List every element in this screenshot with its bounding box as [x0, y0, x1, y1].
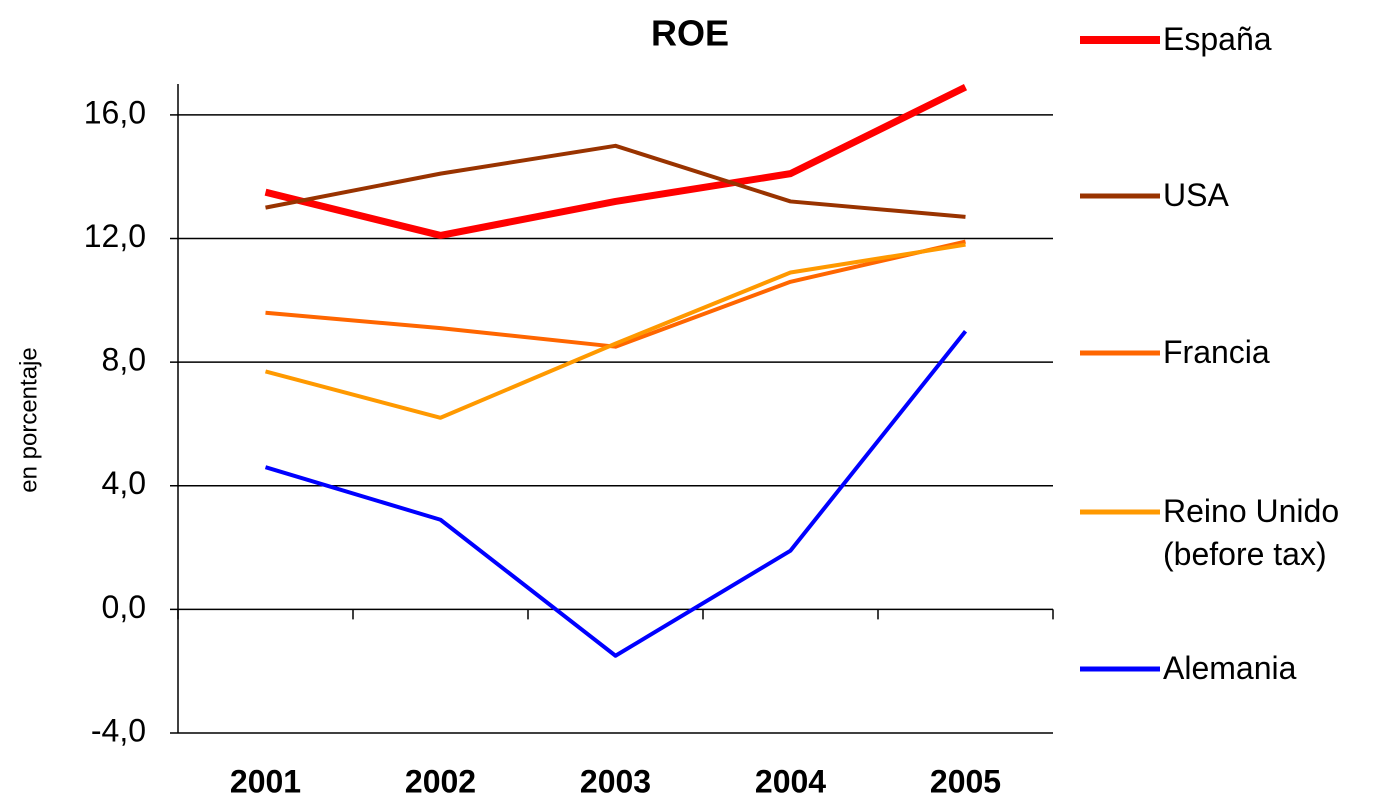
legend-label: USA [1163, 177, 1229, 213]
x-tick-label: 2002 [405, 763, 476, 799]
legend-label: Alemania [1163, 650, 1297, 686]
x-tick-label: 2005 [930, 763, 1001, 799]
series-line [264, 242, 966, 420]
y-tick-label: 8,0 [102, 342, 146, 378]
legend-label: España [1163, 21, 1272, 57]
chart-title: ROE [651, 13, 729, 54]
x-tick-label: 2001 [230, 763, 301, 799]
series-line [264, 83, 968, 239]
y-tick-label: 4,0 [102, 465, 146, 501]
y-axis-label: en porcentaje [15, 347, 42, 492]
series-line [265, 239, 966, 349]
y-tick-label: 0,0 [102, 589, 146, 625]
x-tick-label: 2004 [755, 763, 826, 799]
y-tick-label: 12,0 [84, 218, 146, 254]
series-line [264, 329, 968, 658]
y-tick-label: -4,0 [91, 712, 146, 748]
x-tick-label: 2003 [580, 763, 651, 799]
y-tick-label: 16,0 [84, 94, 146, 130]
legend-label: Francia [1163, 334, 1270, 370]
series-line [265, 143, 966, 219]
legend-label: Reino Unido (before tax) [1163, 493, 1340, 572]
